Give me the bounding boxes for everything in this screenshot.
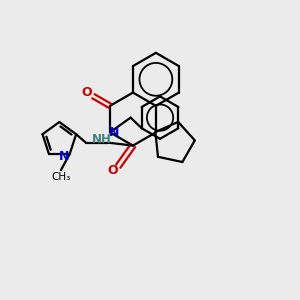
Text: NH: NH [92,133,111,146]
Text: CH₃: CH₃ [51,172,70,182]
Text: O: O [82,86,92,99]
Text: N: N [59,150,70,163]
Text: O: O [107,164,118,177]
Text: N: N [109,126,120,139]
